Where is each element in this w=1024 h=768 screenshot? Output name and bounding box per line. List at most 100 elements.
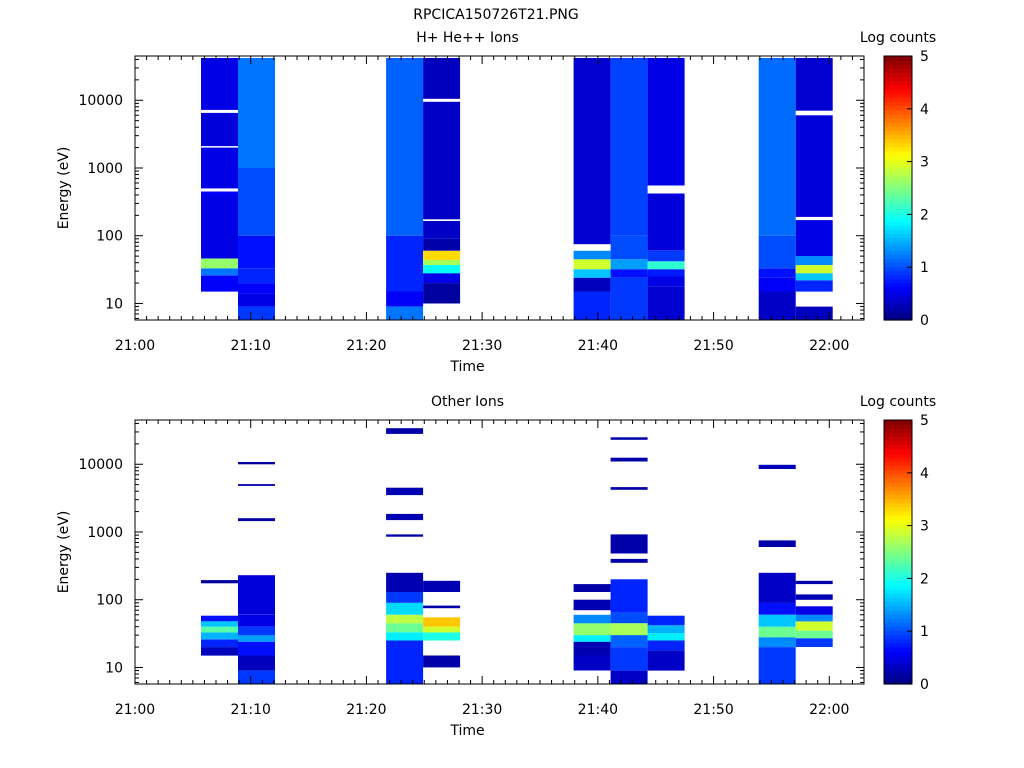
- spectrogram-cell: [647, 261, 685, 270]
- spectrogram-cell: [795, 220, 833, 257]
- spectrogram-cell: [201, 268, 238, 276]
- spectrogram-cell: [795, 58, 833, 111]
- colorbar-segment: [884, 291, 912, 296]
- figure-title: RPCICA150726T21.PNG: [413, 7, 578, 23]
- colorbar-segment: [884, 618, 912, 623]
- spectrogram-cell: [758, 572, 796, 603]
- spectrogram-cell: [647, 269, 685, 277]
- colorbar-segment: [884, 457, 912, 462]
- colorbar-frame: [883, 419, 913, 685]
- panel-title: Other Ions: [431, 394, 504, 410]
- spectrogram-cell: [758, 291, 796, 320]
- colorbar-segment: [884, 258, 912, 263]
- y-tick-label: 1000: [87, 161, 123, 177]
- y-tick-label: 100: [96, 229, 123, 245]
- colorbar-segment: [884, 278, 912, 284]
- colorbar-segment: [884, 155, 912, 160]
- colorbar-segment: [884, 585, 912, 590]
- spectrogram-cell: [238, 283, 275, 294]
- colorbar-tick-label: 1: [920, 260, 929, 276]
- colorbar-segment: [884, 514, 912, 520]
- colorbar-tick-label: 2: [920, 571, 929, 587]
- spectrogram-cell: [610, 277, 648, 320]
- spectrogram-cell: [423, 273, 461, 284]
- spectrogram-cell: [610, 259, 648, 270]
- spectrogram-cell: [758, 602, 796, 615]
- colorbar-segment: [884, 473, 912, 479]
- spectrogram-cell: [423, 605, 461, 609]
- colorbar-segment: [884, 163, 912, 168]
- x-tick-label: 22:00: [809, 702, 849, 718]
- colorbar-segment: [884, 188, 912, 193]
- y-axis-label: Energy (eV): [56, 147, 72, 230]
- spectrogram-cell: [423, 259, 461, 265]
- colorbar-tick-label: 0: [920, 677, 929, 693]
- spectrogram-cell: [647, 625, 685, 634]
- colorbar-segment: [884, 622, 912, 627]
- colorbar-segment: [884, 556, 912, 561]
- spectrogram-cell: [201, 615, 238, 622]
- colorbar-segment: [884, 237, 912, 243]
- spectrogram-cell: [647, 650, 685, 671]
- colorbar-segment: [884, 494, 912, 499]
- colorbar-segment: [884, 432, 912, 438]
- spectrogram-cell: [423, 265, 461, 274]
- colorbar-segment: [884, 126, 912, 131]
- colorbar-segment: [884, 192, 912, 197]
- x-tick-label: 21:50: [693, 702, 733, 718]
- colorbar-segment: [884, 572, 912, 578]
- spectrogram-cell: [795, 265, 833, 274]
- spectrogram-cell: [238, 268, 275, 283]
- spectrogram-cell: [610, 58, 648, 236]
- x-tick-label: 21:10: [231, 338, 271, 354]
- colorbar-segment: [884, 539, 912, 545]
- colorbar-segment: [884, 547, 912, 553]
- x-tick-label: 21:00: [115, 338, 155, 354]
- colorbar-segment: [884, 72, 912, 78]
- spectrogram-cell: [647, 640, 685, 651]
- spectrogram-cell: [795, 115, 833, 217]
- spectrogram-cell: [610, 457, 648, 462]
- spectrogram-cell: [386, 513, 424, 521]
- spectrogram-cell: [238, 306, 275, 320]
- spectrogram-cell: [238, 635, 275, 642]
- spectrogram-cell: [423, 655, 461, 668]
- x-tick-label: 21:10: [231, 702, 271, 718]
- spectrogram-cell: [573, 641, 611, 656]
- x-tick-label: 21:30: [462, 338, 502, 354]
- x-tick-label: 22:00: [809, 338, 849, 354]
- colorbar-segment: [884, 490, 912, 495]
- colorbar-segment: [884, 605, 912, 611]
- colorbar-frame: [883, 55, 913, 321]
- x-tick-label: 21:30: [462, 702, 502, 718]
- spectrogram-cell: [610, 235, 648, 260]
- spectrogram-cell: [386, 640, 424, 684]
- spectrogram-cell: [423, 580, 461, 592]
- colorbar-label: Log counts: [860, 394, 936, 410]
- colorbar-segment: [884, 200, 912, 206]
- colorbar-segment: [884, 167, 912, 173]
- colorbar-tick-label: 2: [920, 207, 929, 223]
- spectrogram-cell: [573, 614, 611, 624]
- colorbar-segment: [884, 597, 912, 603]
- spectrogram-cell: [758, 626, 796, 638]
- spectrogram-cell: [758, 277, 796, 292]
- spectrogram-cell: [423, 221, 461, 239]
- spectrogram-cell: [795, 256, 833, 265]
- colorbar-segment: [884, 138, 912, 144]
- spectrogram-cell: [238, 575, 275, 615]
- colorbar-segment: [884, 506, 912, 512]
- spectrogram-cell: [386, 235, 424, 292]
- colorbar-segment: [884, 655, 912, 660]
- colorbar-segment: [884, 208, 912, 214]
- spectrogram-cell: [386, 614, 424, 624]
- colorbar-tick-label: 4: [920, 102, 929, 118]
- spectrogram-cell: [647, 633, 685, 641]
- spectrogram-cell: [573, 291, 611, 320]
- spectrogram-cell: [386, 572, 424, 592]
- x-tick-label: 21:50: [693, 338, 733, 354]
- colorbar-segment: [884, 299, 912, 305]
- spectrogram-cell: [201, 639, 238, 648]
- spectrogram-cell: [423, 626, 461, 633]
